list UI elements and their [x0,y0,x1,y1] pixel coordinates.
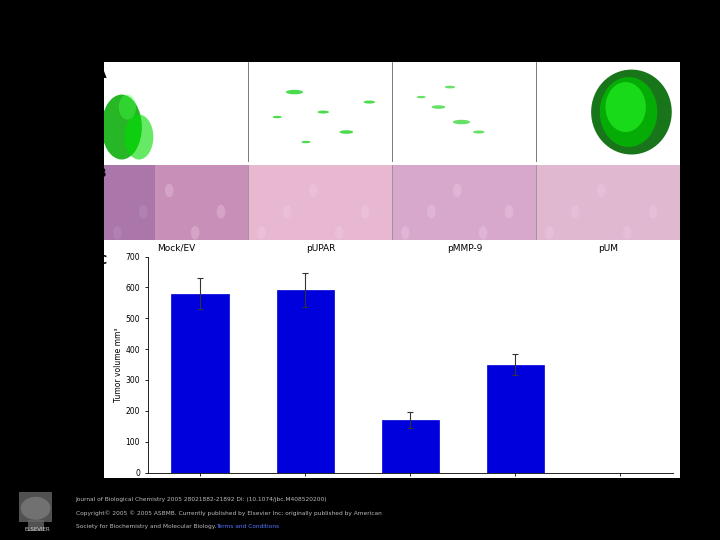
Ellipse shape [445,86,455,89]
Bar [392,165,536,240]
Ellipse shape [125,114,153,159]
Bar [276,291,334,472]
Ellipse shape [257,226,266,240]
Text: pMMP-9: pMMP-9 [446,244,482,253]
Ellipse shape [335,226,343,240]
Ellipse shape [597,184,606,197]
Text: Journal of Biological Chemistry 2005 28021882-21892 DI: (10.1074/jbc.M408520200): Journal of Biological Chemistry 2005 280… [76,497,327,502]
Bar [487,364,544,472]
Y-axis label: Tumor volume mm³: Tumor volume mm³ [114,327,122,402]
Ellipse shape [361,205,369,218]
Ellipse shape [191,226,199,240]
Ellipse shape [165,184,174,197]
Bar [171,294,229,472]
Ellipse shape [606,82,646,132]
Ellipse shape [139,205,148,218]
Bar [19,492,52,522]
Ellipse shape [309,184,318,197]
Ellipse shape [623,226,631,240]
Ellipse shape [273,116,282,118]
Ellipse shape [21,497,50,519]
Ellipse shape [427,205,436,218]
Text: H & E staining: H & E staining [84,178,89,227]
Text: pUPAR: pUPAR [306,244,335,253]
Ellipse shape [545,226,554,240]
Text: ELSEVIER: ELSEVIER [24,527,50,532]
Ellipse shape [600,77,657,147]
Ellipse shape [479,226,487,240]
Text: B: B [97,167,107,180]
Ellipse shape [453,120,470,124]
Ellipse shape [649,205,657,218]
Ellipse shape [339,130,354,134]
Ellipse shape [453,184,462,197]
Ellipse shape [217,205,225,218]
Text: Terms and Conditions: Terms and Conditions [216,524,279,529]
Bar [27,519,44,531]
Text: Copyright© 2005 © 2005 ASBMB. Currently published by Elsevier Inc; originally pu: Copyright© 2005 © 2005 ASBMB. Currently … [76,510,382,516]
Ellipse shape [113,226,122,240]
Ellipse shape [505,205,513,218]
Bar [104,165,248,240]
Ellipse shape [431,105,446,109]
Ellipse shape [283,205,292,218]
Text: Fig. 6: Fig. 6 [341,14,379,28]
Text: Mock/EV: Mock/EV [157,244,196,253]
Text: Society for Biochemistry and Molecular Biology.: Society for Biochemistry and Molecular B… [76,524,220,529]
Text: A: A [97,68,107,80]
Text: pUM: pUM [598,244,618,253]
Bar [248,165,392,240]
Text: C: C [97,254,107,267]
Ellipse shape [302,141,310,143]
Bar [382,420,439,472]
Ellipse shape [318,111,329,113]
Ellipse shape [286,90,303,94]
Ellipse shape [591,70,672,154]
Ellipse shape [473,131,485,133]
Ellipse shape [401,226,410,240]
Text: GFP fluorescence: GFP fluorescence [84,82,89,142]
Ellipse shape [102,94,142,159]
Ellipse shape [571,205,580,218]
Ellipse shape [364,100,375,104]
Ellipse shape [417,96,426,98]
Bar [104,165,155,240]
Bar [536,165,680,240]
Ellipse shape [119,94,136,119]
